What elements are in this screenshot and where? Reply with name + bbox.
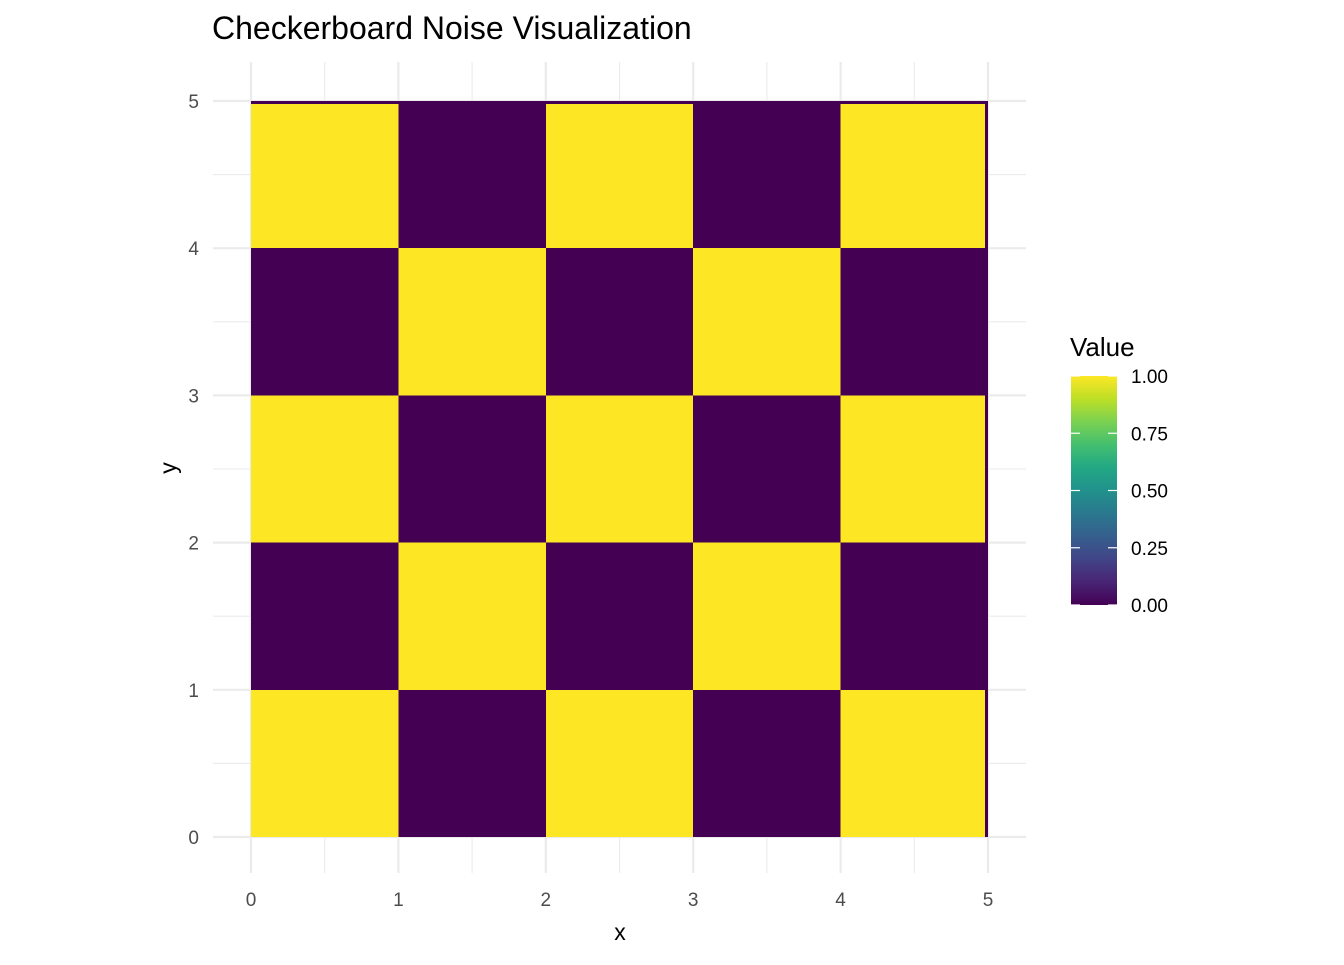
legend-title: Value <box>1070 332 1135 362</box>
x-tick-label: 1 <box>393 890 404 911</box>
y-axis-ticks: 0 1 2 3 4 5 <box>188 92 199 849</box>
heatmap-cell <box>545 542 694 690</box>
heatmap-cell <box>398 689 546 837</box>
heatmap-cell <box>251 101 399 249</box>
heatmap-cell <box>251 689 399 837</box>
y-tick-label: 0 <box>188 828 199 849</box>
legend-tick-label: 1.00 <box>1131 367 1168 388</box>
heatmap-cell <box>693 542 841 690</box>
heatmap-cell <box>693 101 841 249</box>
y-axis-title: y <box>155 462 181 474</box>
x-tick-label: 3 <box>688 890 699 911</box>
chart-title: Checkerboard Noise Visualization <box>212 10 692 46</box>
y-tick-label: 2 <box>188 534 199 555</box>
heatmap-cell <box>840 395 988 543</box>
heatmap-cells <box>251 101 988 837</box>
legend-tick-label: 0.50 <box>1131 482 1168 503</box>
heatmap-cell <box>545 689 694 837</box>
x-tick-label: 2 <box>541 890 552 911</box>
x-axis-ticks: 0 1 2 3 4 5 <box>246 890 994 911</box>
y-tick-label: 5 <box>188 92 199 113</box>
heatmap-top-edge <box>251 101 988 104</box>
x-tick-label: 0 <box>246 890 257 911</box>
heatmap-cell <box>545 395 694 543</box>
y-tick-label: 1 <box>188 681 199 702</box>
heatmap-cell <box>840 689 988 837</box>
y-tick-label: 3 <box>188 386 199 407</box>
heatmap-cell <box>693 248 841 396</box>
heatmap-cell <box>693 689 841 837</box>
heatmap-cell <box>840 542 988 690</box>
legend-ticks: 1.00 0.75 0.50 0.25 0.00 <box>1071 367 1168 617</box>
y-tick-label: 4 <box>188 239 199 260</box>
heatmap-cell <box>840 101 988 249</box>
legend-tick-label: 0.00 <box>1131 596 1168 617</box>
heatmap-cell <box>251 395 399 543</box>
heatmap-cell <box>545 248 694 396</box>
legend: Value 1.00 0.75 0.50 0.25 0.00 <box>1070 332 1168 617</box>
heatmap-right-edge <box>985 101 988 837</box>
heatmap-cell <box>251 248 399 396</box>
heatmap-cell <box>398 395 546 543</box>
heatmap-cell <box>398 101 546 249</box>
heatmap-cell <box>840 248 988 396</box>
heatmap-cell <box>545 101 694 249</box>
x-tick-label: 4 <box>835 890 846 911</box>
heatmap-cell <box>251 542 399 690</box>
heatmap-cell <box>693 395 841 543</box>
x-axis-title: x <box>614 919 626 945</box>
x-tick-label: 5 <box>983 890 994 911</box>
legend-tick-label: 0.75 <box>1131 424 1168 445</box>
heatmap-cell <box>398 542 546 690</box>
heatmap-cell <box>398 248 546 396</box>
legend-tick-label: 0.25 <box>1131 539 1168 560</box>
